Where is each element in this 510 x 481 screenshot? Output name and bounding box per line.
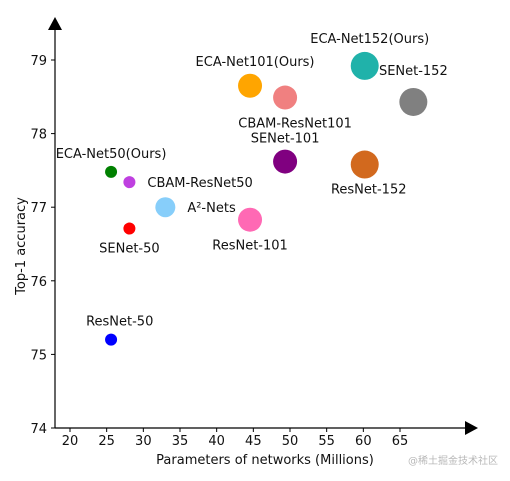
x-axis-label: Parameters of networks (Millions): [156, 453, 374, 468]
x-tick-label: 40: [208, 434, 225, 449]
x-tick-label: 25: [98, 434, 115, 449]
y-tick-label: 76: [30, 275, 47, 290]
x-tick-label: 45: [245, 434, 262, 449]
point-label: ResNet-152: [331, 183, 407, 198]
data-point: [238, 73, 263, 98]
data-point: [105, 165, 118, 178]
point-label: ResNet-101: [212, 239, 288, 254]
x-tick-label: 20: [62, 434, 79, 449]
point-label: SENet-50: [99, 242, 160, 257]
x-tick-label: 50: [282, 434, 299, 449]
data-points: [105, 51, 428, 346]
point-label: ECA-Net101(Ours): [196, 55, 315, 70]
y-axis-arrow: [48, 17, 62, 30]
x-tick-label: 30: [135, 434, 152, 449]
data-point: [105, 333, 118, 346]
data-point: [350, 150, 379, 179]
y-tick-label: 77: [30, 201, 47, 216]
data-point: [350, 51, 379, 80]
point-label: ECA-Net50(Ours): [56, 147, 167, 162]
data-point: [273, 149, 298, 174]
data-point: [123, 176, 136, 189]
data-point: [399, 87, 428, 116]
point-label: ECA-Net152(Ours): [310, 32, 429, 47]
y-tick-label: 79: [30, 54, 47, 69]
x-tick-label: 60: [355, 434, 372, 449]
data-point: [155, 197, 176, 218]
point-label: A²-Nets: [187, 201, 236, 216]
x-tick-label: 65: [392, 434, 409, 449]
x-axis-arrow: [465, 421, 478, 435]
data-point: [273, 85, 298, 110]
point-label: CBAM-ResNet101: [238, 117, 352, 132]
y-tick-label: 74: [30, 422, 47, 437]
axes: [48, 17, 478, 435]
y-tick-label: 78: [30, 128, 47, 143]
data-point: [238, 207, 263, 232]
point-label: SENet-101: [251, 132, 320, 147]
point-label: ResNet-50: [86, 315, 153, 330]
data-point: [123, 222, 136, 235]
ticks: 20 25 30 35 40 45 50 55 60 65 74 75 76 77 78 79: [30, 54, 408, 449]
y-axis-label: Top-1 accuracy: [14, 197, 29, 296]
point-label: SENet-152: [379, 64, 448, 79]
point-label: CBAM-ResNet50: [147, 176, 252, 191]
watermark: @稀土掘金技术社区: [408, 456, 498, 467]
x-tick-label: 55: [318, 434, 335, 449]
y-tick-label: 75: [30, 348, 47, 363]
x-tick-label: 35: [172, 434, 189, 449]
point-labels: ResNet-50 SENet-50 CBAM-ResNet50 ECA-Net50(…: [56, 32, 448, 330]
